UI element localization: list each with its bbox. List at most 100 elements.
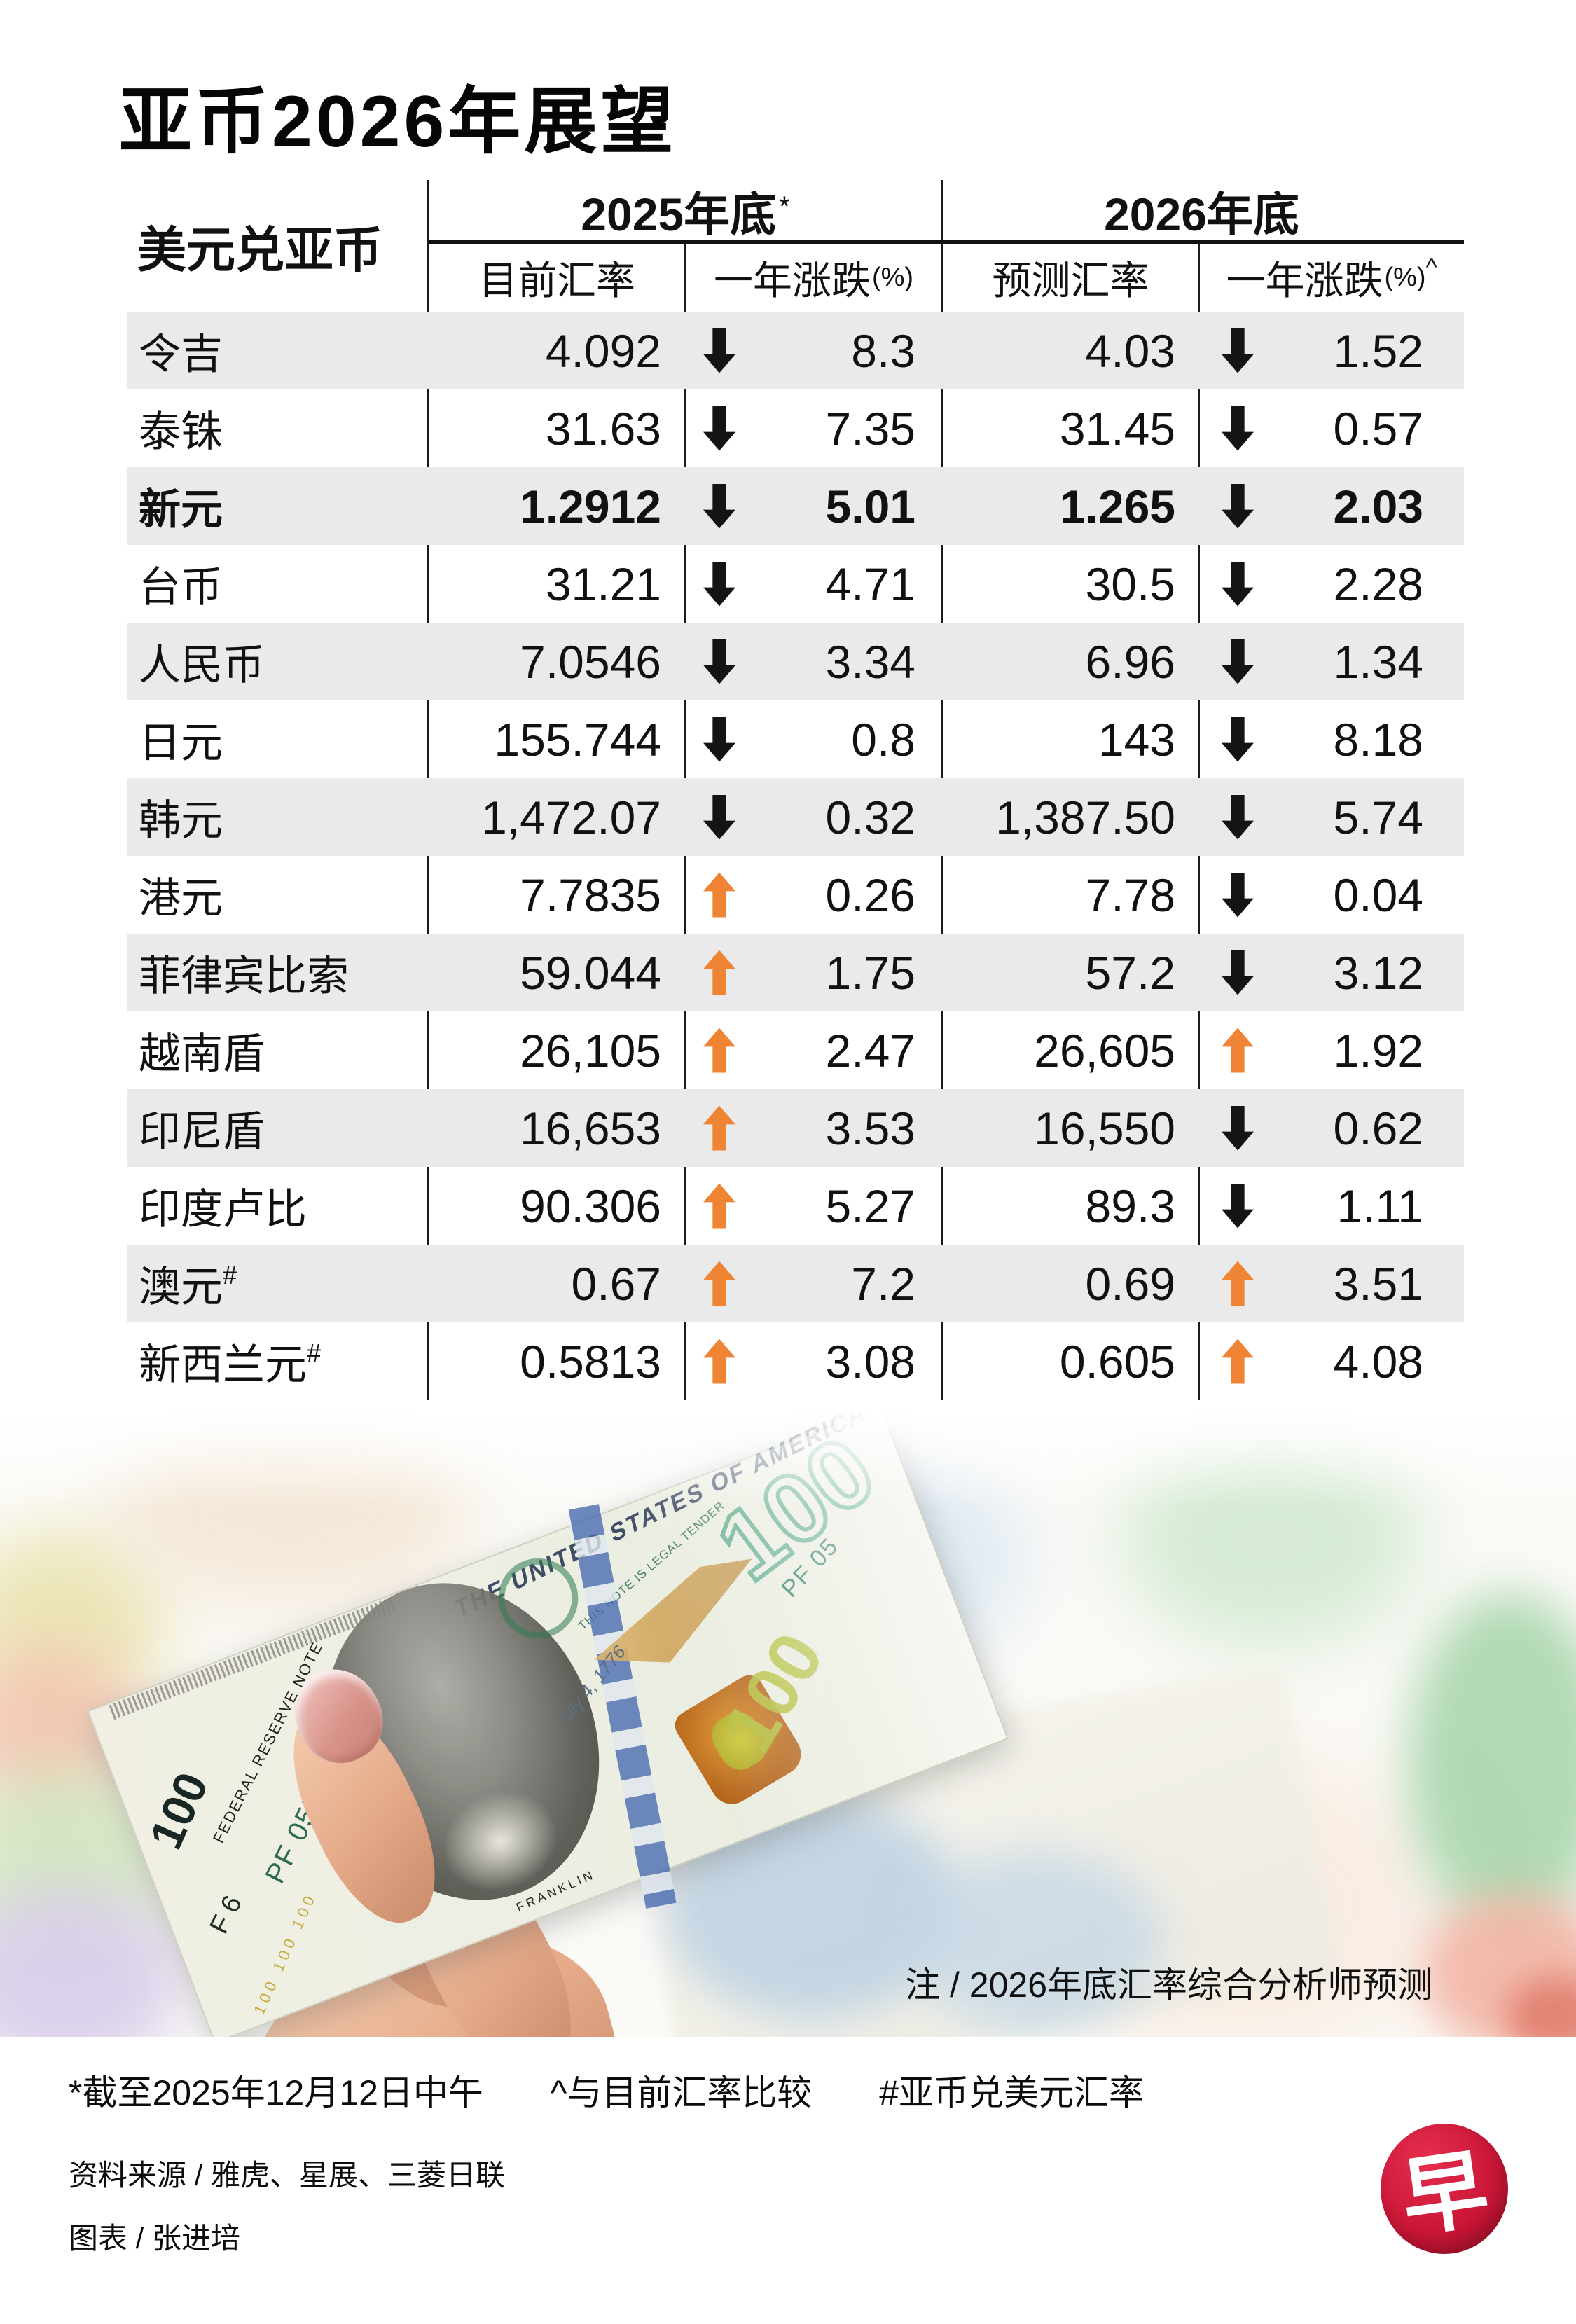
change-arrow-icon (1222, 483, 1254, 529)
change-2026-cell: 1.52 (1199, 312, 1464, 389)
current-rate-cell: 0.67 (571, 1257, 661, 1310)
table-row: 新西兰元 # 0.5813 3.08 0.605 4.08 (127, 1322, 1464, 1400)
change-arrow-icon (1222, 328, 1254, 373)
forecast-rate-cell: 143 (1098, 713, 1175, 766)
change-2025-cell: 7.2 (685, 1245, 942, 1322)
forecast-rate-cell: 89.3 (1085, 1180, 1175, 1232)
change-2026-value: 8.18 (1333, 713, 1423, 766)
change-unit: (%) (1384, 262, 1426, 292)
current-rate-cell: 1.2912 (520, 480, 661, 532)
forecast-rate-cell: 31.45 (1059, 402, 1175, 455)
change-footmark: ^ (1425, 254, 1437, 281)
change-arrow-icon (703, 1028, 735, 1073)
change-2025-value: 2.47 (825, 1024, 915, 1077)
col-header-change-2025: 一年涨跌 (%) (685, 243, 942, 312)
change-2026-value: 1.34 (1333, 635, 1423, 688)
change-2025-cell: 3.53 (685, 1089, 942, 1167)
change-arrow-icon (1222, 561, 1254, 607)
group-2025-footmark: * (779, 191, 790, 222)
change-2026-cell: 0.04 (1199, 856, 1464, 934)
current-rate-cell: 31.63 (545, 402, 661, 455)
change-2025-value: 3.34 (825, 635, 915, 688)
change-arrow-icon (703, 1105, 735, 1151)
change-2026-value: 4.08 (1333, 1335, 1423, 1388)
table-row: 新元 1.2912 5.01 1.265 2.03 (127, 467, 1464, 545)
currency-name: 印尼盾 (139, 1108, 265, 1155)
col-header-change-2026: 一年涨跌 (%) ^ (1199, 243, 1464, 312)
photo-blur-blob (1408, 1591, 1576, 1935)
change-arrow-icon (703, 1183, 735, 1229)
page-title: 亚币2026年展望 (119, 81, 677, 162)
change-arrow-icon (1222, 717, 1254, 762)
table-row: 韩元 1,472.07 0.32 1,387.50 5.74 (127, 778, 1464, 856)
change-2026-cell: 3.12 (1199, 934, 1464, 1011)
change-2026-value: 0.62 (1333, 1102, 1423, 1154)
currency-name-cell: 菲律宾比索 (127, 934, 429, 1011)
currency-name-cell: 人民币 (127, 623, 429, 700)
logo-character: 早 (1396, 2140, 1494, 2247)
change-2025-cell: 5.27 (685, 1167, 942, 1245)
currency-name-cell: 新西兰元 # (127, 1322, 429, 1400)
forecast-rate-cell: 57.2 (1085, 946, 1175, 999)
change-2026-value: 1.92 (1333, 1024, 1423, 1077)
currency-name: 新西兰元 (139, 1341, 307, 1388)
change-2025-cell: 1.75 (685, 934, 942, 1011)
current-rate-cell: 155.744 (494, 713, 661, 766)
currency-name-cell: 令吉 (127, 312, 429, 389)
change-2025-cell: 2.47 (685, 1011, 942, 1089)
change-2026-cell: 1.11 (1199, 1167, 1464, 1245)
change-arrow-icon (1222, 794, 1254, 840)
change-2026-cell: 4.08 (1199, 1322, 1464, 1400)
col-header-forecast-rate: 预测汇率 (992, 258, 1149, 303)
change-label: 一年涨跌 (1226, 258, 1383, 303)
change-arrow-icon (703, 639, 735, 684)
change-2026-cell: 0.62 (1199, 1089, 1464, 1167)
change-2025-value: 0.8 (851, 713, 915, 766)
change-arrow-icon (703, 1339, 735, 1384)
change-2026-cell: 0.57 (1199, 389, 1464, 467)
group-header-2026: 2026年底 (942, 180, 1464, 242)
change-2026-cell: 3.51 (1199, 1245, 1464, 1322)
banknote-micro-100s: 100 100 100 (250, 1889, 320, 2017)
change-2025-value: 5.27 (825, 1180, 915, 1232)
change-arrow-icon (1222, 1339, 1254, 1384)
change-2025-cell: 0.8 (685, 700, 942, 778)
currency-table-body: 令吉 4.092 8.3 4.03 1.52 泰铢 31.63 7.35 31.… (127, 312, 1464, 1400)
currency-footmark: # (307, 1338, 322, 1367)
current-rate-cell: 90.306 (520, 1180, 661, 1232)
change-arrow-icon (703, 872, 735, 918)
forecast-rate-cell: 1.265 (1059, 480, 1175, 532)
change-arrow-icon (703, 328, 735, 373)
current-rate-cell: 4.092 (545, 324, 661, 377)
forecast-rate-cell: 30.5 (1085, 558, 1175, 610)
change-2025-cell: 8.3 (685, 312, 942, 389)
change-2025-value: 7.2 (851, 1257, 915, 1310)
currency-name: 令吉 (139, 331, 223, 378)
change-2026-cell: 2.28 (1199, 545, 1464, 623)
group-2025-label: 2025年底 (581, 188, 777, 240)
corner-header: 美元兑亚币 (137, 222, 382, 277)
change-2025-value: 4.71 (825, 558, 915, 610)
current-rate-cell: 0.5813 (520, 1335, 661, 1388)
change-2025-value: 3.08 (825, 1335, 915, 1388)
currency-name: 港元 (139, 875, 223, 922)
currency-name-cell: 台币 (127, 545, 429, 623)
change-2025-cell: 5.01 (685, 467, 942, 545)
change-2025-value: 0.26 (825, 869, 915, 921)
change-arrow-icon (1222, 1261, 1254, 1306)
current-rate-cell: 1,472.07 (481, 791, 661, 843)
change-2026-value: 5.74 (1333, 791, 1423, 843)
change-2025-cell: 3.34 (685, 623, 942, 700)
change-arrow-icon (703, 717, 735, 762)
currency-name: 菲律宾比索 (139, 953, 349, 1000)
change-arrow-icon (703, 1261, 735, 1306)
change-2026-value: 3.51 (1333, 1257, 1423, 1310)
table-row: 印尼盾 16,653 3.53 16,550 0.62 (127, 1089, 1464, 1167)
change-2026-value: 0.04 (1333, 869, 1423, 921)
table-row: 日元 155.744 0.8 143 8.18 (127, 700, 1464, 778)
forecast-rate-cell: 26,605 (1034, 1024, 1175, 1077)
table-row: 印度卢比 90.306 5.27 89.3 1.11 (127, 1167, 1464, 1245)
footnote-line: *截至2025年12月12日中午 ^与目前汇率比较 #亚币兑美元汇率 (69, 2065, 1144, 2115)
change-2025-value: 5.01 (825, 480, 915, 532)
change-2025-cell: 0.26 (685, 856, 942, 934)
